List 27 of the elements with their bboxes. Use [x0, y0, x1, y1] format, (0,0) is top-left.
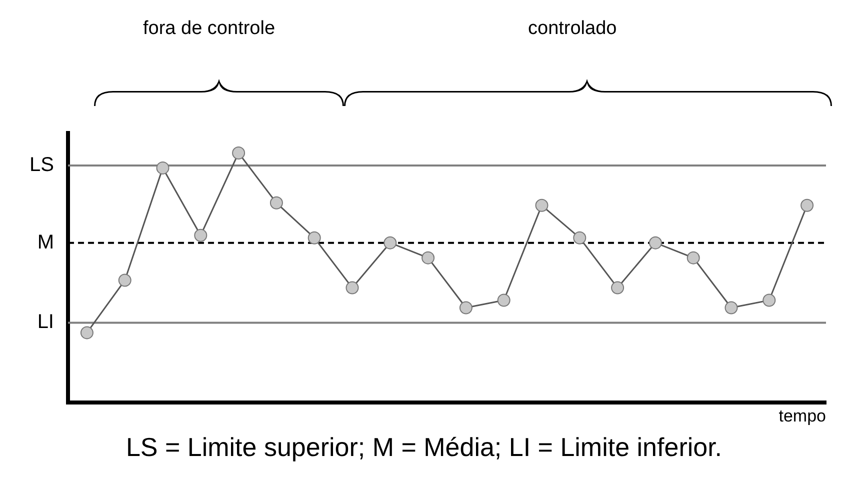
point — [384, 236, 397, 250]
point — [497, 294, 510, 307]
ref-line-label: LI — [37, 311, 54, 334]
point — [573, 231, 586, 244]
point — [535, 198, 548, 212]
ref-line-label: M — [37, 231, 54, 254]
text: fora de controle — [143, 18, 276, 40]
point — [232, 146, 246, 160]
x-axis-title: tempo — [778, 406, 826, 426]
point — [724, 301, 738, 314]
point — [686, 251, 700, 264]
point — [762, 294, 776, 307]
point — [308, 231, 321, 244]
point — [194, 228, 208, 242]
point — [800, 198, 814, 212]
text: controlado — [528, 18, 617, 40]
point — [422, 251, 435, 264]
point — [648, 236, 662, 250]
point — [80, 326, 94, 340]
point — [459, 301, 472, 314]
point — [611, 281, 624, 294]
point — [270, 196, 283, 210]
point — [156, 161, 170, 174]
point — [118, 274, 132, 287]
text: LS = Limite superior; M = Média; LI = Limite inferior. — [124, 432, 724, 463]
ref-line-label: LS — [30, 154, 54, 176]
point — [346, 281, 359, 294]
